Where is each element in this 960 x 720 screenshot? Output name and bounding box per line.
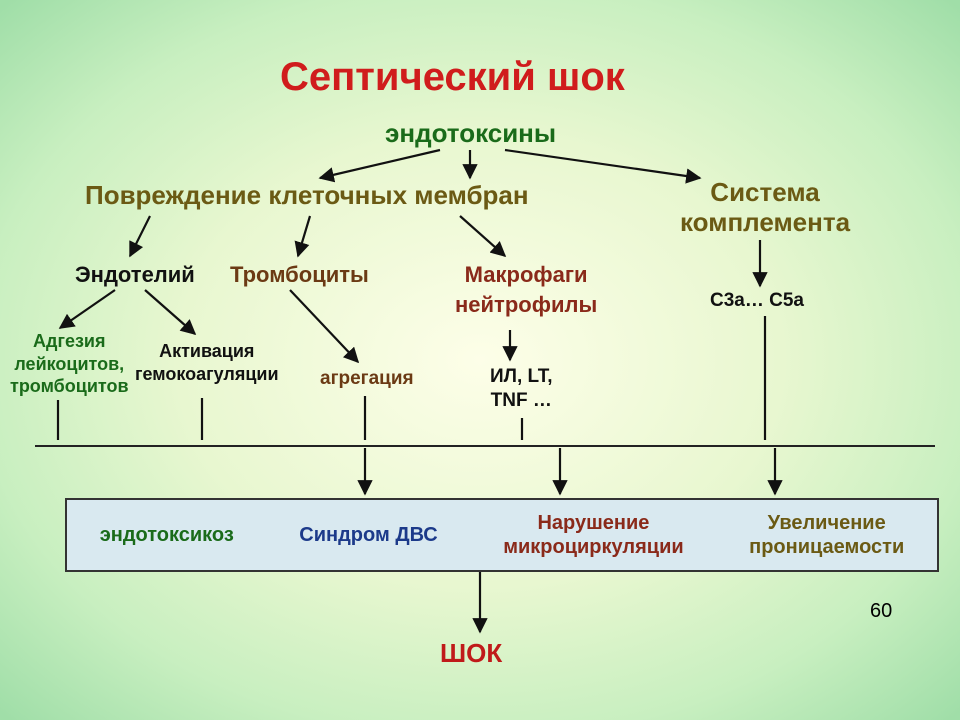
thrombocytes-label: Тромбоциты bbox=[230, 262, 369, 288]
hemocoag-line2: гемокоагуляции bbox=[135, 364, 279, 384]
perm-line1: Увеличение bbox=[768, 512, 886, 534]
horizontal-rule bbox=[35, 445, 935, 447]
il-lt-tnf-label: ИЛ, LT, TNF … bbox=[490, 365, 553, 413]
hemocoagulation-label: Активация гемокоагуляции bbox=[135, 340, 279, 385]
il-line2: TNF … bbox=[491, 390, 552, 411]
result-endotoxicosis: эндотоксикоз bbox=[100, 524, 234, 547]
microcirc-line1: Нарушение bbox=[537, 512, 649, 534]
il-line1: ИЛ, LT, bbox=[490, 366, 553, 387]
slide-title: Септический шок bbox=[280, 55, 625, 100]
hemocoag-line1: Активация bbox=[159, 341, 254, 361]
complement-line1: Система bbox=[710, 177, 819, 207]
result-permeability: Увеличение проницаемости bbox=[749, 511, 904, 559]
adhesion-label: Адгезия лейкоцитов, тромбоцитов bbox=[10, 330, 129, 398]
adhesion-line1: Адгезия bbox=[33, 331, 105, 351]
results-box: эндотоксикоз Синдром ДВС Нарушение микро… bbox=[65, 498, 939, 572]
complement-line2: комплемента bbox=[680, 207, 850, 237]
endotoxins-label: эндотоксины bbox=[385, 118, 556, 149]
result-microcirculation: Нарушение микроциркуляции bbox=[503, 511, 683, 559]
result-dvs: Синдром ДВС bbox=[299, 524, 437, 547]
macrophages-line2: нейтрофилы bbox=[455, 292, 597, 317]
slide-root: Септический шок эндотоксины Повреждение … bbox=[0, 0, 960, 720]
adhesion-line3: тромбоцитов bbox=[10, 376, 129, 396]
membrane-damage-label: Повреждение клеточных мембран bbox=[85, 180, 529, 211]
microcirc-line2: микроциркуляции bbox=[503, 536, 683, 558]
endothelium-label: Эндотелий bbox=[75, 262, 195, 288]
c3a-c5a-label: С3а… С5а bbox=[710, 290, 804, 312]
macrophages-line1: Макрофаги bbox=[465, 262, 588, 287]
complement-system-label: Система комплемента bbox=[680, 178, 850, 238]
shock-label: ШОК bbox=[440, 638, 502, 669]
page-number: 60 bbox=[870, 600, 892, 623]
aggregation-label: агрегация bbox=[320, 368, 414, 390]
adhesion-line2: лейкоцитов, bbox=[14, 354, 124, 374]
macrophages-label: Макрофаги нейтрофилы bbox=[455, 260, 597, 319]
perm-line2: проницаемости bbox=[749, 536, 904, 558]
